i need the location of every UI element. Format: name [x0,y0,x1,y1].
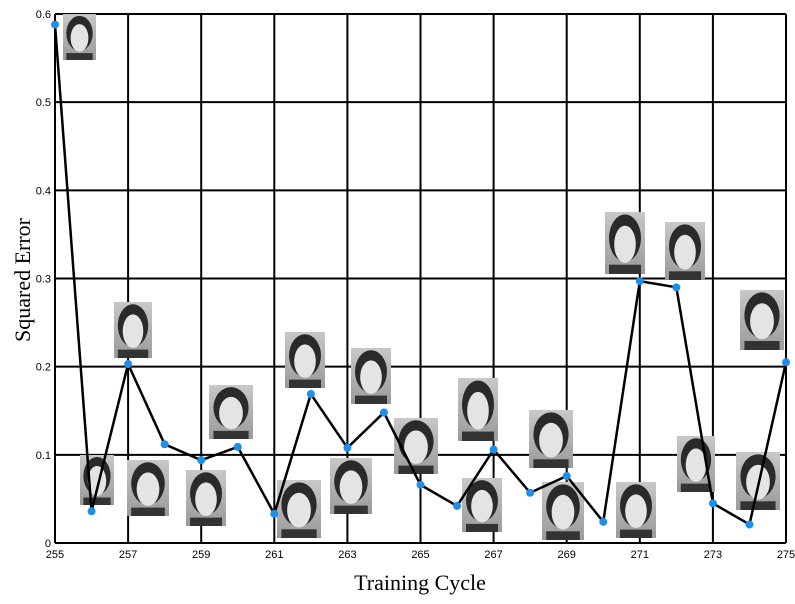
face [625,494,647,528]
face [539,423,563,458]
data-point [636,277,644,285]
y-tick-label: 0.6 [36,9,51,21]
data-point [453,502,461,510]
x-tick-label: 259 [192,549,210,561]
face [219,397,243,429]
shoulders [466,524,498,532]
face-photo [80,455,114,505]
x-tick-label: 271 [631,549,649,561]
x-tick-label: 255 [46,549,64,561]
shoulders [289,380,321,388]
shoulders [681,484,711,492]
shoulders [355,396,387,404]
face [552,495,575,530]
face [123,314,144,348]
chart: 00.10.20.30.40.50.6255257259261263265267… [0,0,795,604]
face-photo [186,470,226,526]
face-photo [458,378,498,441]
shoulders [281,529,316,538]
data-point [709,499,717,507]
data-point [343,444,351,452]
shoulders [669,271,701,280]
data-point [51,21,59,29]
face [287,493,311,528]
y-tick-label: 0.2 [36,362,51,374]
shoulders [620,530,652,538]
x-tick-label: 269 [558,549,576,561]
face-photo [605,212,645,274]
data-point [234,443,242,451]
face [750,303,774,339]
face-photo [529,410,573,468]
face [294,344,316,378]
shoulders [118,350,148,358]
face-photo [63,14,96,60]
face-photo [330,458,372,514]
data-point [745,520,753,528]
shoulders [334,506,368,514]
x-tick-label: 273 [704,549,722,561]
y-tick-label: 0.4 [36,185,51,197]
shoulders [131,508,165,516]
face [195,482,217,516]
face [471,490,493,522]
data-point [88,507,96,515]
face-photo [351,348,391,404]
x-tick-label: 263 [338,549,356,561]
shoulders [66,53,92,60]
data-point [380,409,388,417]
x-tick-label: 257 [119,549,137,561]
face-photo [462,478,502,532]
shoulders [190,518,222,526]
shoulders [533,459,568,468]
data-point [526,489,534,497]
data-point [197,456,205,464]
x-axis-label: Training Cycle [354,570,486,595]
face-photo [740,290,784,350]
data-point [417,481,425,489]
shoulders [546,531,580,540]
data-point [124,360,132,368]
face-photo [665,222,705,280]
face [71,24,89,52]
data-point [161,440,169,448]
y-tick-label: 0.3 [36,274,51,286]
face [137,472,160,506]
x-tick-label: 265 [411,549,429,561]
data-point [563,472,571,480]
data-point [672,283,680,291]
shoulders [744,341,779,350]
face [674,235,696,270]
face-photo [285,332,325,388]
face-photo [277,480,321,538]
data-point [490,446,498,454]
shoulders [462,432,494,441]
face-photo [114,302,152,358]
y-tick-label: 0.1 [36,450,51,462]
face-photo [127,460,169,516]
y-tick-label: 0.5 [36,97,51,109]
x-tick-label: 261 [265,549,283,561]
data-point [599,518,607,526]
y-axis-label: Squared Error [10,217,35,342]
data-point [782,358,790,366]
shoulders [740,501,775,510]
shoulders [398,466,433,474]
data-point [307,390,315,398]
shoulders [83,498,110,506]
face [467,392,489,430]
x-tick-label: 275 [777,549,795,561]
shoulders [213,431,248,439]
shoulders [609,265,641,274]
face-photo [616,482,656,538]
data-point [270,510,278,518]
face [614,226,636,263]
x-tick-label: 267 [484,549,502,561]
face [340,470,363,504]
face [360,360,382,394]
face-photo [209,385,253,439]
